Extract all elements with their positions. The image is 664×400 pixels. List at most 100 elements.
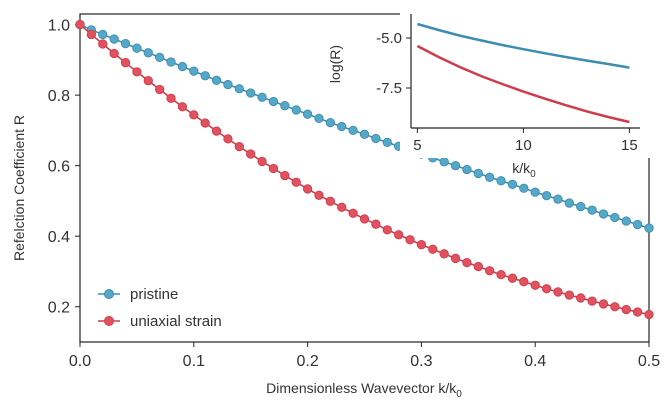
data-point-pristine [644, 223, 654, 233]
inset-x-axis-label: k/k0 [512, 160, 536, 180]
main-y-tick-label: 0.2 [48, 300, 70, 317]
data-point-pristine [496, 176, 506, 186]
data-point-pristine [507, 179, 518, 189]
data-point-uniaxial-strain [564, 290, 574, 300]
legend-marker-uniaxial-strain [104, 316, 114, 326]
main-x-tick-label: 0.1 [183, 353, 205, 370]
data-point-pristine [519, 183, 529, 193]
inset-x-tick-label: 15 [621, 137, 638, 154]
data-point-uniaxial-strain [405, 235, 415, 245]
data-point-uniaxial-strain [393, 230, 404, 240]
main-x-axis-label: Dimensionless Wavevector k/k0 [266, 380, 462, 400]
data-point-uniaxial-strain [120, 58, 131, 68]
data-point-uniaxial-strain [382, 225, 392, 235]
data-point-pristine [359, 129, 370, 139]
data-point-pristine [553, 194, 563, 204]
main-x-tick-label: 0.2 [296, 353, 318, 370]
data-point-pristine [211, 75, 222, 85]
data-point-pristine [485, 172, 495, 182]
data-point-uniaxial-strain [257, 156, 267, 167]
data-point-uniaxial-strain [450, 253, 461, 264]
data-point-pristine [223, 79, 233, 90]
data-point-pristine [257, 92, 267, 102]
data-point-uniaxial-strain [337, 202, 347, 212]
data-point-uniaxial-strain [598, 299, 609, 309]
data-point-uniaxial-strain [507, 273, 518, 283]
data-point-uniaxial-strain [223, 134, 233, 144]
data-point-pristine [189, 66, 199, 76]
data-point-pristine [234, 84, 244, 94]
data-point-pristine [325, 117, 336, 128]
legend: pristine uniaxial strain [98, 286, 222, 330]
data-point-pristine [473, 168, 483, 179]
inset-y-tick-label: -7.5 [376, 80, 402, 97]
data-point-uniaxial-strain [86, 29, 97, 40]
data-point-pristine [337, 121, 347, 132]
data-point-pristine [462, 164, 472, 175]
data-point-pristine [280, 101, 290, 111]
data-point-uniaxial-strain [189, 110, 199, 120]
data-point-uniaxial-strain [576, 293, 586, 303]
legend-label-uniaxial-strain: uniaxial strain [130, 313, 222, 330]
main-x-tick-label: 0.0 [69, 353, 91, 370]
data-point-uniaxial-strain [428, 244, 438, 254]
inset-series-line-pristine [417, 22, 630, 69]
data-point-uniaxial-strain [246, 149, 256, 159]
data-point-pristine [268, 96, 279, 107]
data-point-pristine [371, 133, 381, 144]
inset-y-ticks: -5.0 -7.5 [376, 30, 411, 97]
data-point-uniaxial-strain [371, 219, 381, 229]
data-point-uniaxial-strain [177, 102, 188, 112]
data-point-uniaxial-strain [155, 84, 165, 95]
data-point-pristine [632, 219, 643, 230]
main-y-tick-label: 0.8 [48, 88, 70, 105]
data-point-uniaxial-strain [325, 196, 336, 206]
inset-x-tick-label: 10 [515, 137, 532, 154]
data-point-uniaxial-strain [439, 249, 449, 259]
data-point-pristine [621, 216, 631, 226]
data-point-uniaxial-strain [587, 296, 597, 306]
data-point-pristine [98, 29, 108, 40]
data-point-pristine [564, 198, 574, 208]
data-point-uniaxial-strain [473, 261, 483, 272]
legend-label-pristine: pristine [130, 286, 178, 303]
data-point-uniaxial-strain [98, 39, 108, 49]
inset-x-tick-label: 5 [413, 137, 421, 154]
data-point-uniaxial-strain [268, 163, 279, 174]
data-point-uniaxial-strain [485, 266, 495, 276]
data-point-pristine [200, 71, 210, 81]
data-point-pristine [541, 190, 552, 201]
data-point-uniaxial-strain [132, 67, 142, 77]
main-x-tick-label: 0.5 [638, 353, 660, 370]
data-point-pristine [598, 209, 609, 219]
data-point-pristine [348, 125, 358, 136]
main-x-tick-label: 0.3 [410, 353, 432, 370]
data-point-uniaxial-strain [553, 287, 563, 297]
data-point-pristine [177, 61, 188, 72]
data-point-pristine [109, 34, 119, 44]
inset-y-axis-label: log(R) [327, 45, 343, 83]
data-point-uniaxial-strain [519, 277, 529, 287]
legend-entry-uniaxial-strain: uniaxial strain [98, 313, 222, 330]
data-point-pristine [530, 187, 540, 197]
data-point-uniaxial-strain [75, 19, 85, 30]
data-point-uniaxial-strain [166, 93, 176, 103]
data-point-pristine [439, 157, 449, 167]
data-point-pristine [132, 43, 142, 53]
main-y-tick-label: 0.4 [48, 229, 70, 246]
data-point-uniaxial-strain [610, 302, 620, 312]
data-point-uniaxial-strain [644, 309, 654, 320]
data-point-uniaxial-strain [462, 257, 472, 268]
main-x-ticks: 0.0 0.1 0.2 0.3 0.4 0.5 [69, 342, 660, 370]
inset-series-line-uniaxial-strain [416, 44, 630, 124]
data-point-uniaxial-strain [302, 184, 313, 194]
main-y-ticks: 0.2 0.4 0.6 0.8 1.0 [48, 18, 80, 317]
data-point-pristine [314, 113, 324, 124]
data-point-pristine [166, 57, 176, 67]
data-point-uniaxial-strain [496, 269, 506, 280]
inset-plot-axes: 5 10 15 -5.0 -7.5 [376, 10, 650, 158]
main-plot-frame [79, 13, 650, 343]
data-point-uniaxial-strain [632, 307, 643, 317]
legend-entry-pristine: pristine [98, 286, 178, 303]
